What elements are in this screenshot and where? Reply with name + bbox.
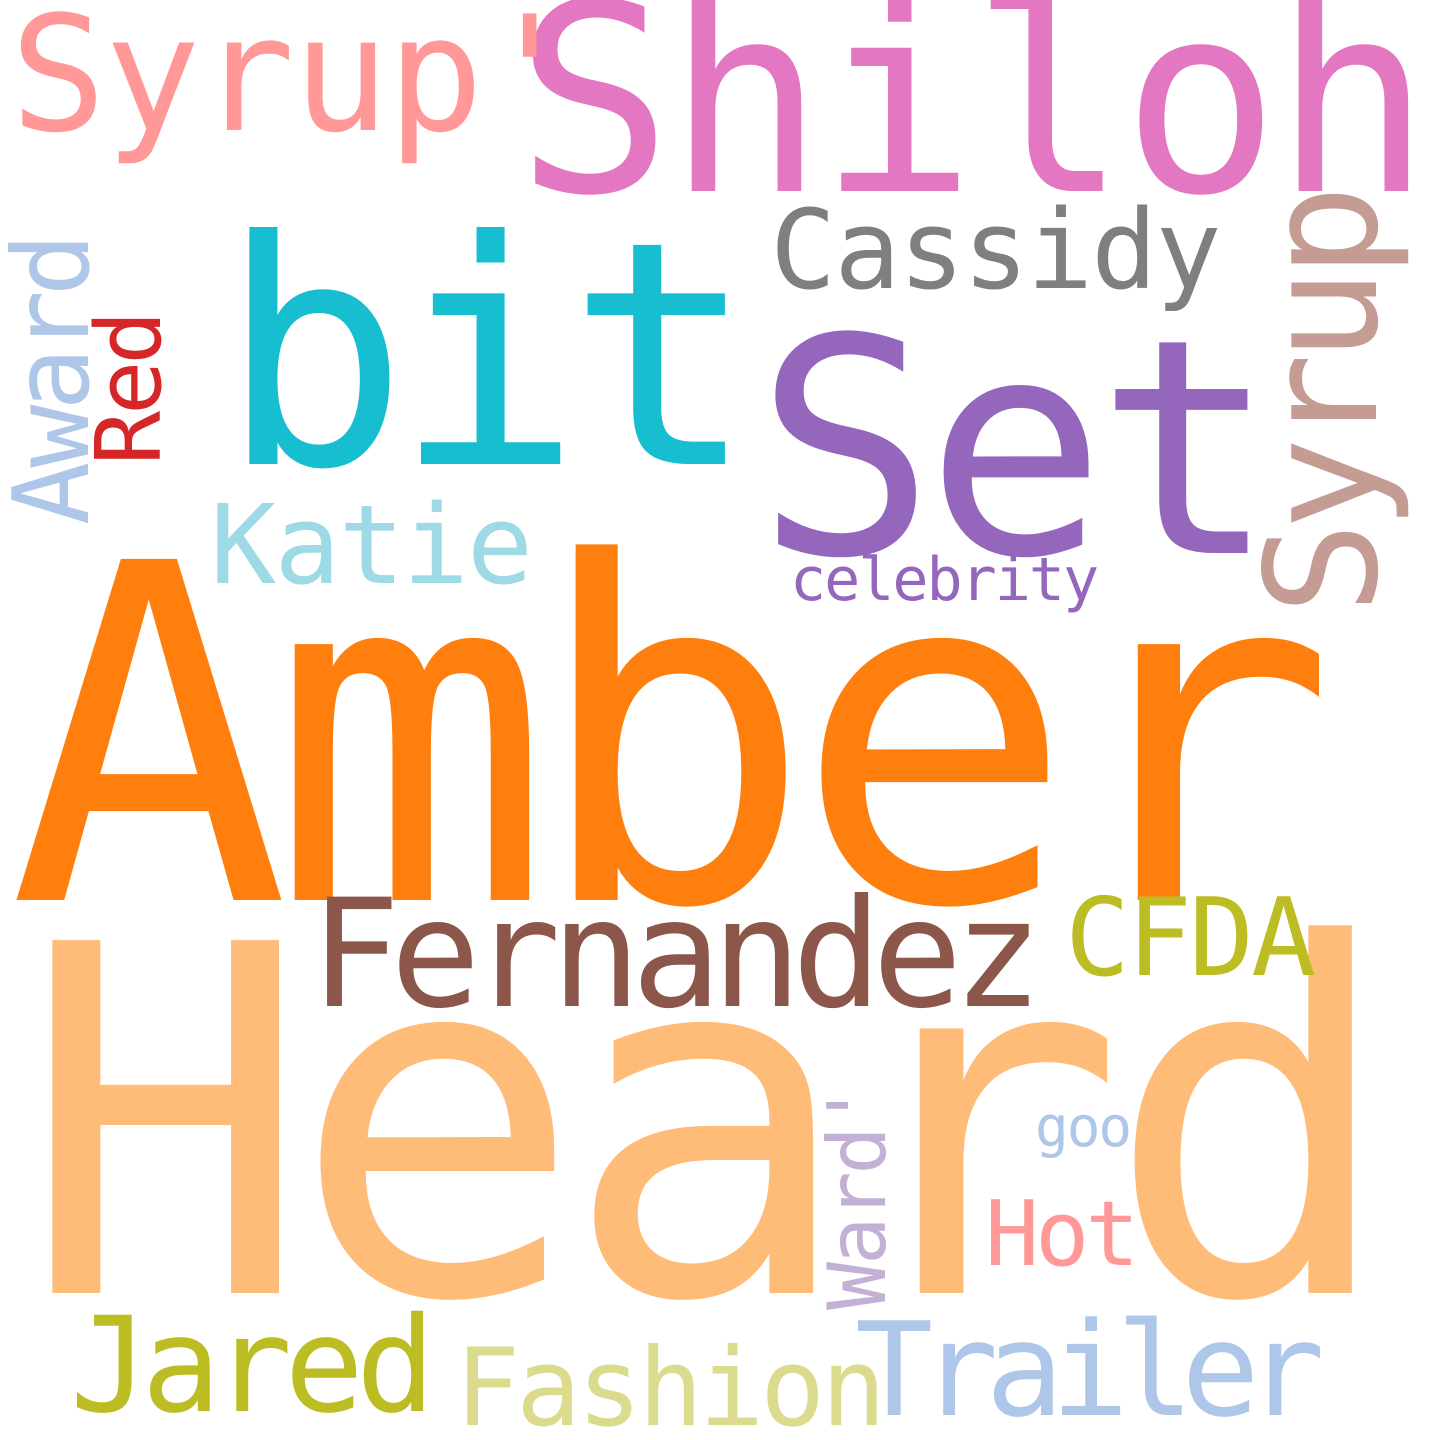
word-trailer: Trailer <box>855 1294 1325 1440</box>
word-cfda: CFDA <box>1065 876 1316 1001</box>
word-cassidy: Cassidy <box>770 186 1222 314</box>
word-amber: Amber <box>8 467 1337 1011</box>
word-heard: Heard <box>20 845 1397 1408</box>
word-ward-quote: Ward' <box>811 1084 904 1310</box>
word-katie: Katie <box>210 481 533 609</box>
word-jared: Jared <box>70 1289 435 1440</box>
word-hot: Hot <box>985 1182 1140 1287</box>
word-goo: goo <box>1035 1095 1132 1160</box>
word-fashion: Fashion <box>455 1326 886 1440</box>
word-celebrity: celebrity <box>790 545 1099 615</box>
word-shiloh: Shiloh <box>515 0 1431 253</box>
word-set: Set <box>755 275 1277 624</box>
word-bit: bit <box>220 174 756 538</box>
word-syrup: Syrup <box>1232 193 1413 615</box>
word-syrup-quote: Syrup' <box>10 0 578 168</box>
word-red: Red <box>77 314 182 465</box>
word-fernandez: Fernandez <box>310 868 1043 1042</box>
